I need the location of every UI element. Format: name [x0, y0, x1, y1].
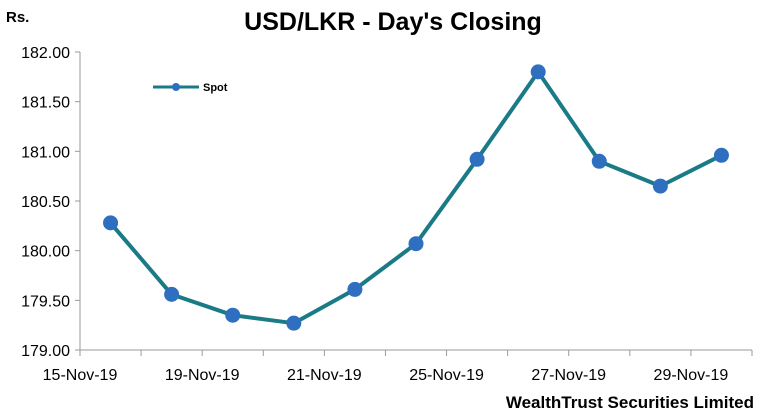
y-tick-label: 179.00	[21, 343, 70, 360]
data-point-spot	[469, 151, 485, 167]
data-point-spot	[225, 307, 241, 323]
data-point-spot	[652, 178, 668, 194]
chart-title: USD/LKR - Day's Closing	[244, 8, 542, 36]
x-tick-label: 15-Nov-19	[43, 367, 118, 384]
x-tick-label: 21-Nov-19	[287, 367, 362, 384]
data-point-spot	[347, 281, 363, 297]
legend: Spot	[153, 82, 228, 94]
data-point-spot	[408, 236, 424, 252]
data-point-spot	[164, 286, 180, 302]
y-axis-unit-label: Rs.	[6, 9, 29, 26]
y-tick-label: 179.50	[21, 293, 70, 310]
data-point-spot	[591, 153, 607, 169]
y-ticks: 179.00 179.50 180.00 180.50 181.00 181.50 182.…	[21, 45, 80, 360]
data-point-spot	[286, 315, 302, 331]
legend-label-spot: Spot	[203, 82, 228, 94]
data-point-spot	[530, 64, 546, 80]
series-line-spot	[108, 69, 723, 326]
axes	[79, 52, 752, 351]
x-tick-label: 19-Nov-19	[165, 367, 240, 384]
series-layer	[103, 64, 729, 331]
y-tick-label: 182.00	[21, 45, 70, 62]
data-point-spot	[713, 147, 729, 163]
x-tick-label: 29-Nov-19	[654, 367, 729, 384]
data-point-spot	[103, 215, 119, 231]
x-tick-label: 25-Nov-19	[409, 367, 484, 384]
x-ticks: 15-Nov-19 19-Nov-19 21-Nov-19 25-Nov-19 27-N…	[43, 350, 753, 384]
y-tick-label: 180.00	[21, 244, 70, 261]
y-tick-label: 180.50	[21, 194, 70, 211]
y-tick-label: 181.50	[21, 95, 70, 112]
y-tick-label: 181.00	[21, 144, 70, 161]
x-tick-label: 27-Nov-19	[531, 367, 606, 384]
legend-marker	[172, 83, 180, 91]
source-credit: WealthTrust Securities Limited	[506, 393, 754, 412]
